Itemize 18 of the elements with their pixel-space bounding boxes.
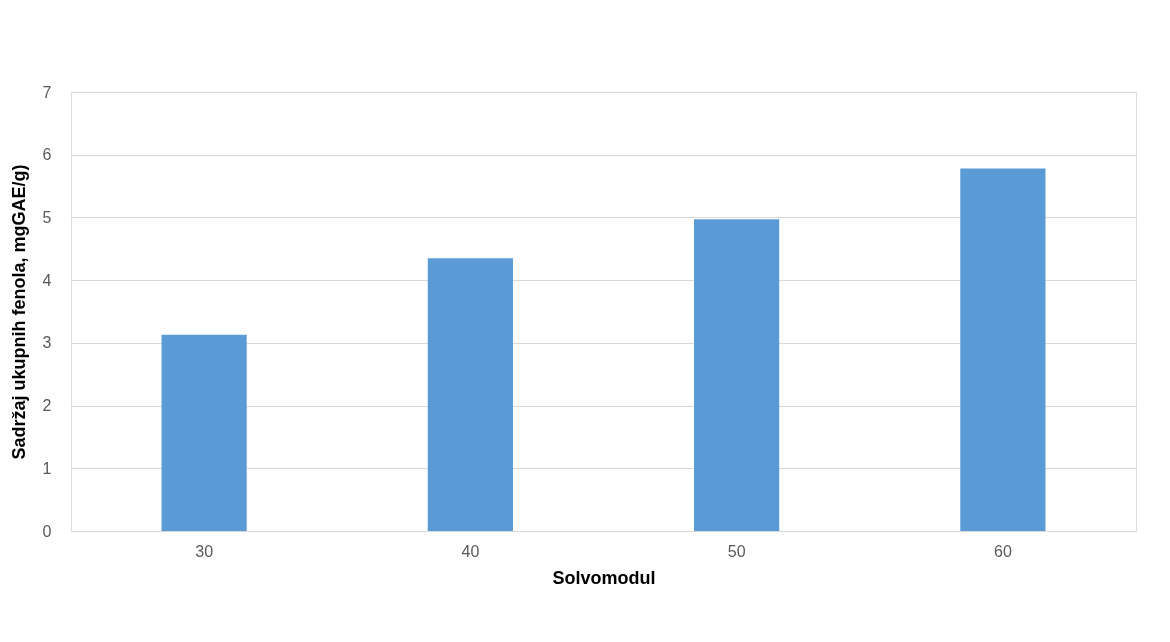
x-tick-label: 30 <box>195 542 214 560</box>
y-tick-label: 2 <box>42 397 52 415</box>
y-tick-label: 4 <box>42 271 52 289</box>
y-tick-label: 6 <box>42 146 52 164</box>
y-tick-label: 7 <box>42 83 52 101</box>
bar <box>161 334 247 531</box>
y-axis-title: Sadržaj ukupnih fenola, mgGAE/g) <box>8 164 29 460</box>
y-tick-label: 5 <box>42 208 52 226</box>
y-tick-label: 1 <box>42 459 52 477</box>
bar <box>427 258 513 531</box>
x-tick-label: 40 <box>461 542 480 560</box>
bar <box>694 219 780 531</box>
bar <box>960 168 1046 531</box>
y-tick-label: 0 <box>42 522 52 540</box>
x-tick-label: 50 <box>727 542 746 560</box>
x-axis-title: Solvomodul <box>552 567 656 588</box>
y-tick-label: 3 <box>42 334 52 352</box>
x-tick-label: 60 <box>993 542 1012 560</box>
